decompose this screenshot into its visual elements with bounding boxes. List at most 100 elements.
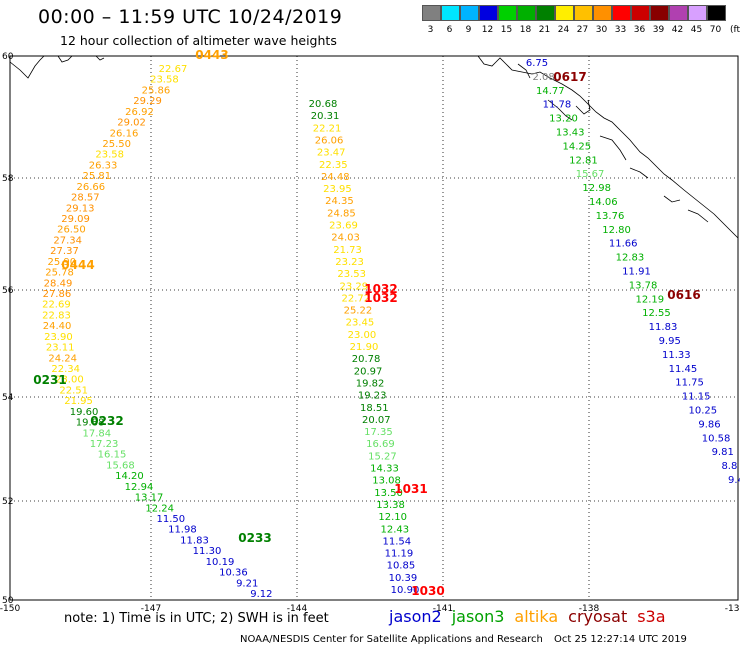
wave-height-value: 15.68 [106,460,135,471]
wave-height-value: 11.83 [180,535,209,546]
wave-height-value: 10.39 [389,573,418,584]
axis-labels: -150 -147 -144 -141 -138 -135 60 58 56 54 52 50 [0,52,740,614]
coastline-segment [9,55,45,79]
coastline-segment [575,99,591,115]
lat-label: 52 [2,497,13,507]
wave-height-value: 23.11 [46,343,75,354]
legend-s3a: s3a [637,607,666,626]
scale-swatch [574,5,593,21]
wave-height-value: 13.08 [372,476,401,487]
wave-height-value: 28.57 [71,193,100,204]
pass-time-label: 1032 [364,282,397,296]
scale-swatch [555,5,574,21]
wave-height-value: 22.83 [42,310,71,321]
credit-line: NOAA/NESDIS Center for Satellite Applica… [240,634,543,645]
wave-height-value: 20.07 [362,415,391,426]
scale-label: 24 [557,25,570,35]
scale-swatch [460,5,479,21]
wave-height-value: 23.53 [337,269,366,280]
pass-time-label: 0233 [238,531,271,545]
scale-swatch [498,5,517,21]
scale-label: 6 [446,25,453,35]
wave-height-value: 29.13 [66,203,95,214]
scale-swatch [422,5,441,21]
graticule [9,55,739,601]
wave-height-value: 13.17 [135,493,164,504]
wave-height-value: 14.77 [536,86,565,97]
generated-timestamp: Oct 25 12:27:14 UTC 2019 [554,634,687,645]
wave-height-value: 18.51 [360,403,389,414]
pass-time-label: 0617 [553,70,586,84]
wave-height-value: 23.45 [346,318,375,329]
wave-height-value: 12.81 [569,155,598,166]
coastline [9,55,739,239]
scale-swatch [631,5,650,21]
wave-height-value: 13.20 [549,114,578,125]
wave-height-value: 23.58 [95,150,124,161]
wave-height-value: 6.75 [526,58,548,69]
wave-height-value: 12.94 [125,482,154,493]
wave-height-value: 17.23 [90,439,119,450]
wave-height-value: 21.73 [333,245,362,256]
wave-height-value: 12.43 [380,524,409,535]
wave-height-value: 11.66 [609,239,638,250]
scale-label: 30 [595,25,608,35]
wave-height-value: 26.66 [76,182,105,193]
wave-height-value: 29.09 [61,214,90,225]
pass-time-label: 0616 [667,288,700,302]
scale-swatch [612,5,631,21]
wave-height-value: 11.78 [543,100,572,111]
wave-height-value: 13.78 [629,280,658,291]
wave-height-value: 9.12 [250,589,272,600]
lon-label: -141 [433,604,453,614]
coastline-segment [663,195,681,203]
wave-height-value: 12.98 [582,183,611,194]
scale-swatch [441,5,460,21]
wave-height-value: 17.35 [364,427,393,438]
lon-label: -138 [579,604,600,614]
wave-height-value: 27.37 [50,246,79,257]
wave-height-value: 26.16 [110,128,139,139]
wave-height-value: 27.34 [53,235,82,246]
scale-label: 45 [690,25,703,35]
wave-height-value: 15.67 [576,169,605,180]
wave-height-value: 11.98 [168,525,197,536]
wave-height-value: 14.20 [115,471,144,482]
coastline-segment [517,63,531,79]
coastline-segment [599,135,627,161]
wave-height-value: 24.03 [331,233,360,244]
wave-height-value: 10.19 [206,557,235,568]
wave-height-value: 10.85 [387,561,416,572]
satellite-tracks: 22.6723.5825.8629.2926.9229.0226.1625.50… [33,48,740,600]
wave-height-value: 19.60 [70,407,99,418]
scale-label: 27 [576,25,589,35]
scale-unit: (ft) [730,25,740,35]
wave-height-value: 12.10 [378,512,407,523]
wave-height-value: 23.23 [335,257,364,268]
wave-height-value: 12.80 [602,225,631,236]
wave-height-value: 10.36 [219,568,248,579]
wave-height-value: 22.21 [313,123,342,134]
wave-height-value: 25.90 [47,257,76,268]
wave-height-value: 15.27 [368,451,397,462]
wave-height-value: 23.90 [44,332,73,343]
wave-height-value: 25.22 [344,306,373,317]
wave-height-value: 12.55 [642,308,671,319]
scale-swatch [479,5,498,21]
wave-height-value: 13.50 [374,488,403,499]
wave-height-value: 22.34 [51,364,80,375]
scale-label: 39 [652,25,665,35]
wave-height-value: 24.35 [325,196,354,207]
wave-height-value: 12.83 [616,253,645,264]
scale-swatch [517,5,536,21]
wave-height-value: 28.49 [44,278,73,289]
scale-label: 42 [671,25,684,35]
lon-label: -144 [287,604,308,614]
wave-height-value: 11.75 [675,378,704,389]
wave-height-value: 27.86 [43,289,72,300]
lat-label: 58 [2,174,14,184]
wave-height-value: 9.95 [659,336,681,347]
wave-height-value: 11.30 [193,546,222,557]
wave-height-value: 25.81 [82,171,111,182]
coastline-segment [57,55,73,63]
